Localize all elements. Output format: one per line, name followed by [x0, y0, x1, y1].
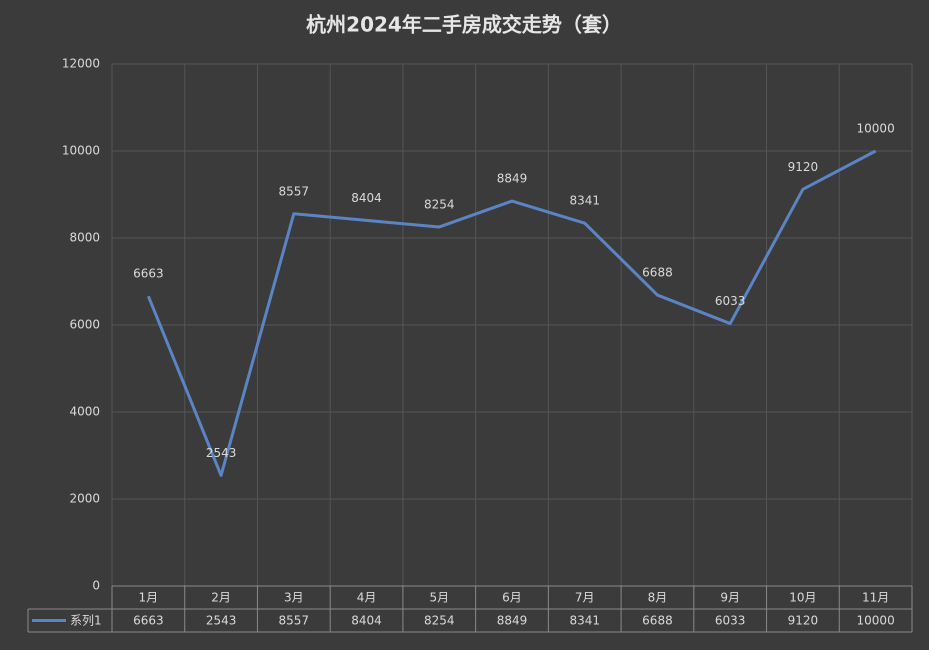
x-tick-label: 9月 — [720, 591, 740, 605]
x-tick-label: 7月 — [575, 591, 595, 605]
data-label: 9120 — [788, 160, 819, 174]
data-label: 8341 — [569, 194, 600, 208]
table-value: 6033 — [715, 614, 746, 628]
x-tick-label: 6月 — [502, 591, 522, 605]
table-value: 6663 — [133, 614, 164, 628]
y-tick-label: 2000 — [69, 492, 100, 506]
x-tick-label: 8月 — [648, 591, 668, 605]
table-value: 8254 — [424, 614, 455, 628]
y-tick-label: 6000 — [69, 318, 100, 332]
data-label: 8849 — [497, 172, 528, 186]
data-label: 6033 — [715, 294, 746, 308]
x-tick-label: 1月 — [139, 591, 159, 605]
data-label: 8557 — [279, 184, 310, 198]
data-label: 8254 — [424, 197, 455, 211]
x-tick-label: 11月 — [862, 591, 889, 605]
chart-title: 杭州2024年二手房成交走势（套） — [306, 13, 622, 37]
data-label: 6688 — [642, 266, 673, 280]
table-value: 9120 — [788, 614, 819, 628]
table-value: 8341 — [569, 614, 600, 628]
y-tick-label: 8000 — [69, 231, 100, 245]
table-value: 2543 — [206, 614, 237, 628]
y-tick-label: 12000 — [62, 57, 100, 71]
x-tick-label: 4月 — [357, 591, 377, 605]
x-tick-label: 5月 — [429, 591, 449, 605]
table-value: 8404 — [351, 614, 382, 628]
table-value: 6688 — [642, 614, 673, 628]
table-value: 8849 — [497, 614, 528, 628]
data-label: 6663 — [133, 267, 164, 281]
y-tick-label: 4000 — [69, 405, 100, 419]
table-value: 8557 — [279, 614, 310, 628]
legend-label: 系列1 — [70, 614, 102, 628]
data-label: 10000 — [857, 122, 895, 136]
y-tick-label: 0 — [92, 579, 100, 593]
series-line — [146, 149, 877, 477]
table-value: 10000 — [857, 614, 895, 628]
data-label: 8404 — [351, 191, 382, 205]
data-label: 2543 — [206, 446, 237, 460]
x-tick-label: 10月 — [789, 591, 816, 605]
y-tick-label: 10000 — [62, 144, 100, 158]
x-tick-label: 2月 — [211, 591, 231, 605]
x-tick-label: 3月 — [284, 591, 304, 605]
